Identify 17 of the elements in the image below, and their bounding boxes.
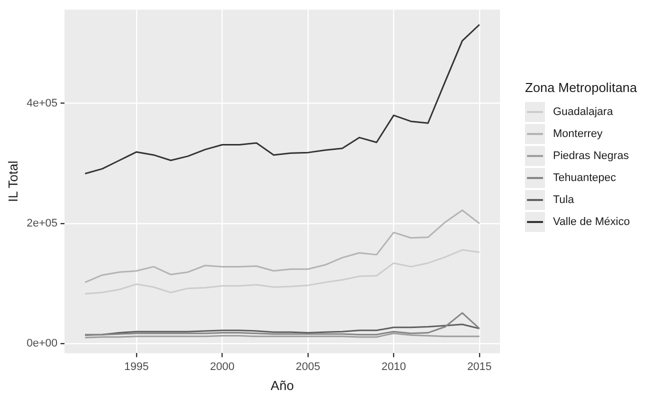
legend-label: Valle de México: [553, 216, 630, 228]
legend-label: Guadalajara: [553, 106, 613, 118]
y-axis-title: IL Total: [5, 160, 20, 202]
y-tick-label: 2e+05: [26, 217, 58, 230]
x-tick-label: 2015: [467, 360, 492, 373]
x-tick-label: 1995: [124, 360, 149, 373]
y-tick-label: 4e+05: [26, 97, 58, 110]
x-axis-title: Año: [270, 378, 294, 393]
legend-label: Monterrey: [553, 128, 603, 140]
legend-label: Piedras Negras: [553, 150, 629, 162]
legend-title: Zona Metropolitana: [525, 80, 638, 95]
legend-label: Tehuantepec: [553, 172, 616, 184]
x-tick-label: 2000: [210, 360, 234, 373]
x-tick-label: 2010: [381, 360, 406, 373]
y-tick-label: 0e+00: [26, 338, 58, 350]
x-tick-label: 2005: [296, 360, 320, 373]
legend-label: Tula: [553, 194, 574, 206]
